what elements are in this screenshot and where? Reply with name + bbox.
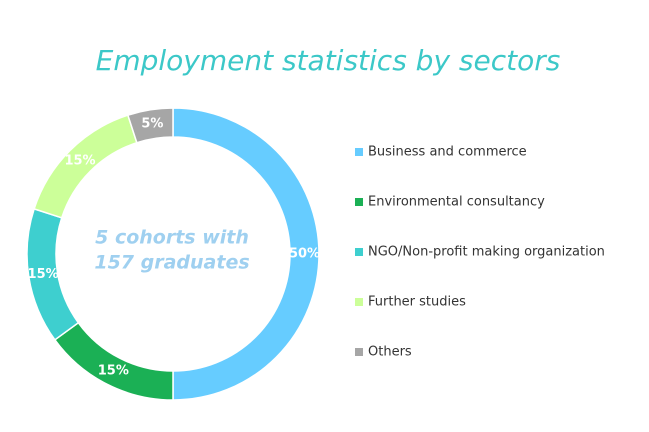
legend-swatch <box>355 348 363 356</box>
donut-segment <box>172 107 320 401</box>
center-text: 5 cohorts with <box>95 227 249 249</box>
donut-segment <box>126 107 174 144</box>
value-label: 50% <box>289 247 320 262</box>
legend-label: Business and commerce <box>368 145 527 160</box>
value-label: 15% <box>28 267 59 282</box>
value-label: 5% <box>141 117 163 132</box>
donut-segment <box>53 321 174 401</box>
chart-title: Employment statistics by sectors <box>96 44 561 77</box>
legend-label: Environmental consultancy <box>368 195 545 210</box>
legend-swatch <box>355 298 363 306</box>
legend-swatch <box>355 248 363 256</box>
value-label: 15% <box>64 154 95 169</box>
legend-label: Further studies <box>368 295 466 310</box>
legend-label: Others <box>368 345 412 360</box>
legend-swatch <box>355 198 363 206</box>
value-label: 15% <box>98 364 129 379</box>
center-text: 157 graduates <box>94 252 249 274</box>
legend-label: NGO/Non-profit making organization <box>368 245 605 260</box>
legend-swatch <box>355 148 363 156</box>
